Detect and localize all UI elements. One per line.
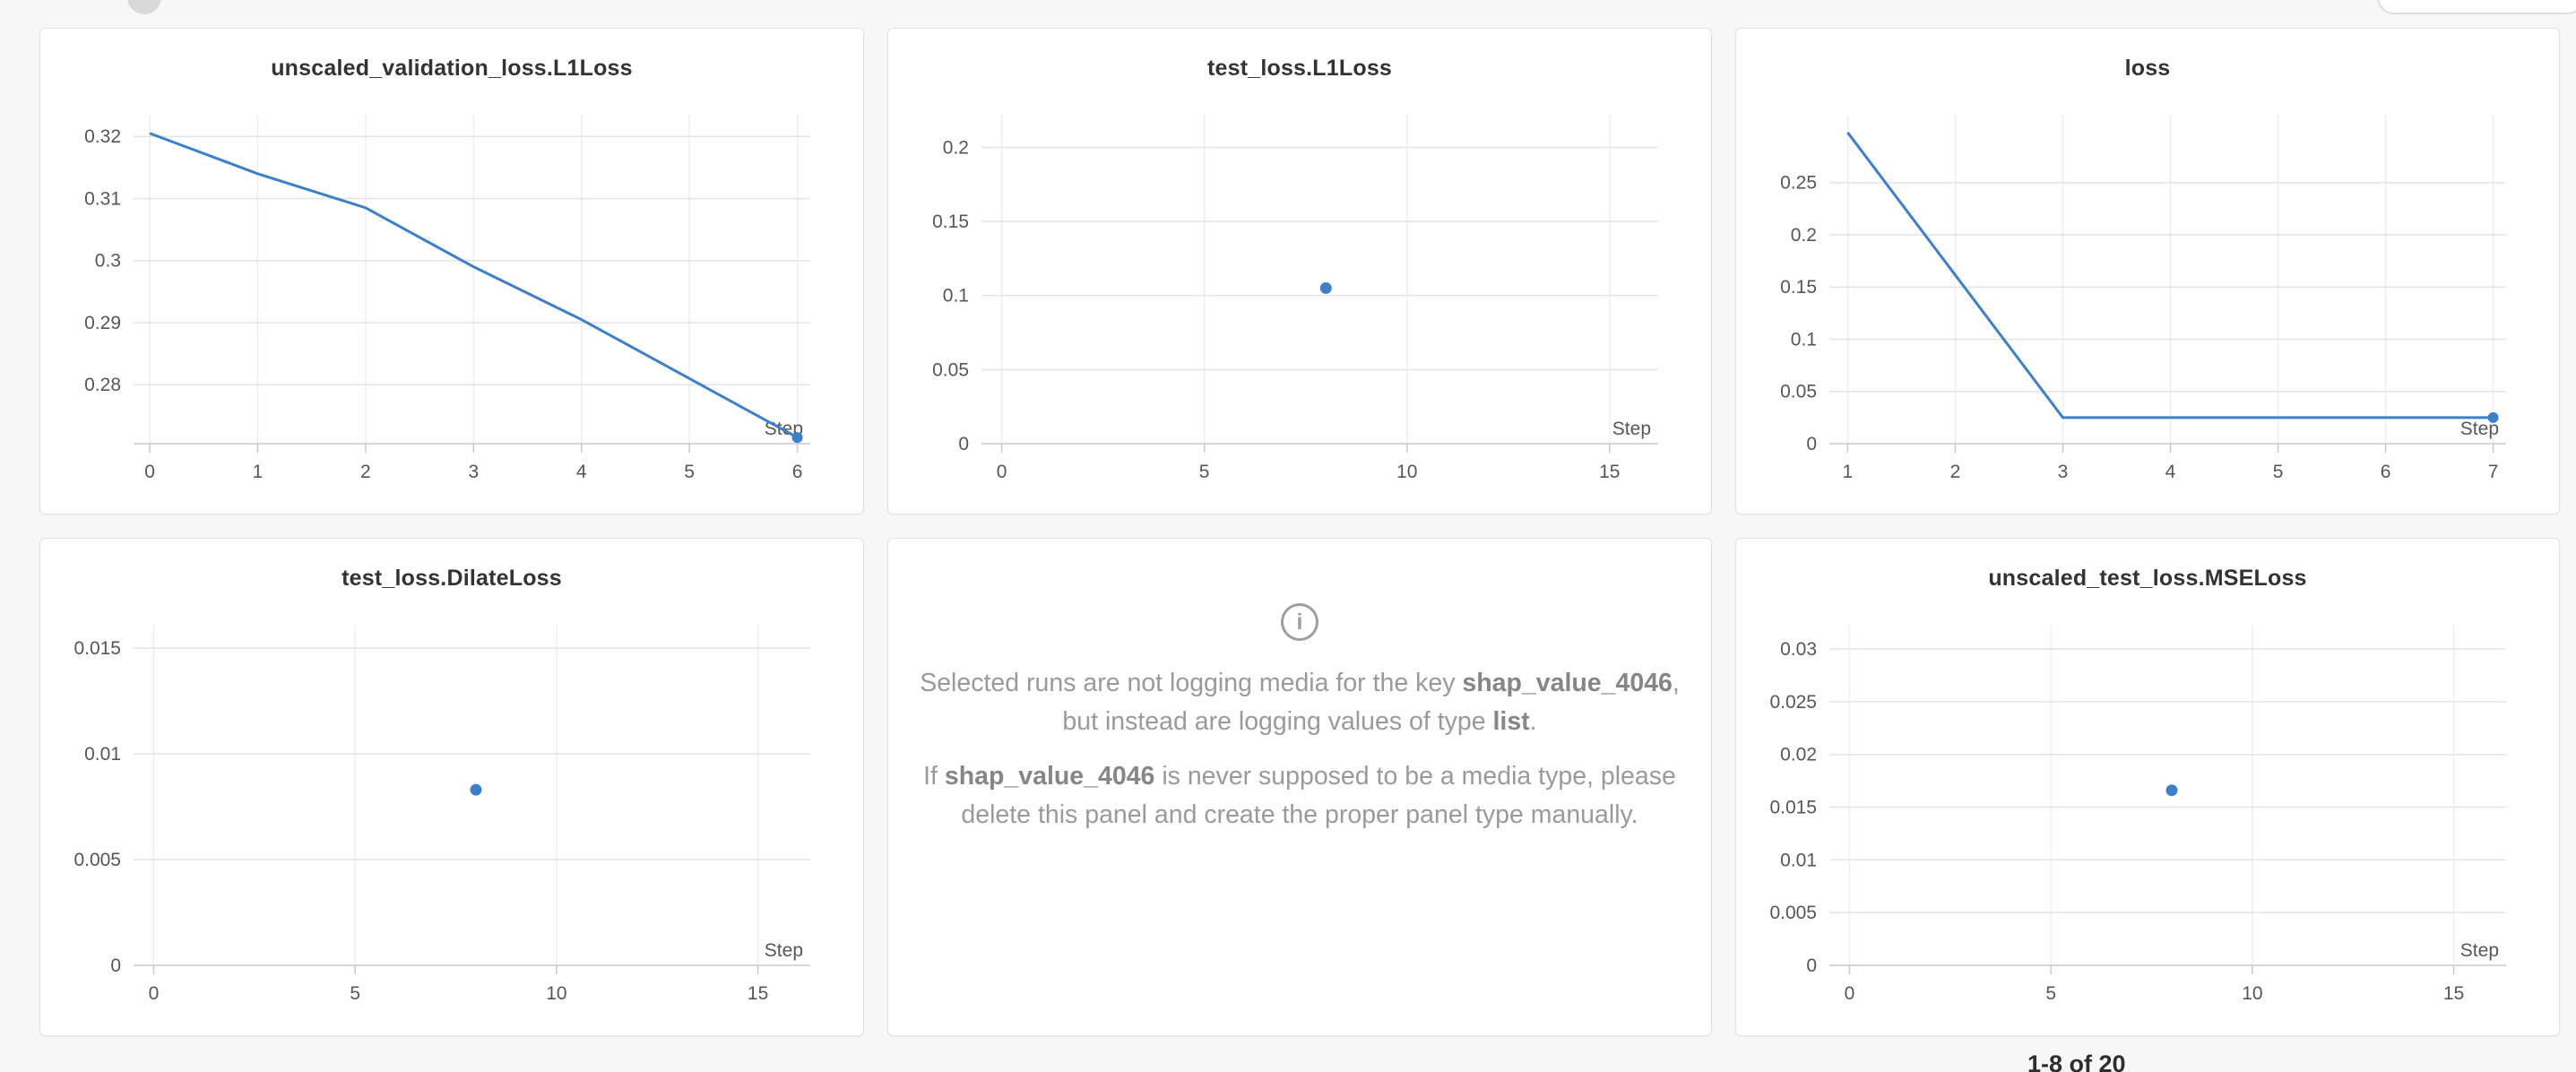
info-icon: i bbox=[1281, 603, 1318, 641]
svg-text:0: 0 bbox=[1845, 983, 1855, 1004]
svg-text:5: 5 bbox=[2273, 462, 2284, 482]
svg-text:10: 10 bbox=[2242, 983, 2262, 1004]
svg-text:5: 5 bbox=[350, 983, 360, 1004]
svg-text:2: 2 bbox=[1950, 462, 1961, 482]
svg-text:0.015: 0.015 bbox=[1769, 798, 1817, 818]
svg-text:15: 15 bbox=[748, 983, 768, 1004]
svg-text:4: 4 bbox=[2165, 462, 2176, 482]
svg-text:0.02: 0.02 bbox=[1780, 745, 1817, 765]
svg-text:0.15: 0.15 bbox=[932, 212, 969, 232]
svg-text:0: 0 bbox=[149, 983, 160, 1004]
svg-text:0.32: 0.32 bbox=[84, 126, 121, 147]
svg-text:Step: Step bbox=[765, 940, 803, 961]
svg-text:3: 3 bbox=[2058, 462, 2069, 482]
chart-plot[interactable]: 0 5 10 15 0 0.005 0.01 0.015 Step bbox=[44, 598, 860, 1030]
svg-text:0.015: 0.015 bbox=[73, 638, 121, 659]
svg-text:0.05: 0.05 bbox=[1780, 382, 1817, 402]
svg-text:0.05: 0.05 bbox=[932, 359, 969, 380]
panel-media-warning[interactable]: i Selected runs are not logging media fo… bbox=[887, 538, 1712, 1036]
svg-text:10: 10 bbox=[546, 983, 566, 1004]
svg-text:3: 3 bbox=[468, 462, 479, 482]
svg-text:1: 1 bbox=[253, 462, 264, 482]
svg-text:0.29: 0.29 bbox=[84, 313, 121, 333]
chart-title: test_loss.L1Loss bbox=[1206, 56, 1393, 81]
chart-title: unscaled_validation_loss.L1Loss bbox=[271, 56, 633, 81]
svg-text:0: 0 bbox=[110, 955, 121, 976]
svg-text:Step: Step bbox=[2460, 940, 2499, 961]
media-warning-text-1: Selected runs are not logging media for … bbox=[920, 669, 1680, 736]
svg-text:5: 5 bbox=[2045, 983, 2056, 1004]
svg-text:0.31: 0.31 bbox=[84, 188, 121, 209]
svg-text:0.01: 0.01 bbox=[1780, 850, 1817, 870]
svg-text:5: 5 bbox=[684, 462, 695, 482]
chart-plot[interactable]: 0 5 10 15 0 0.05 0.1 0.15 0.2 Step bbox=[892, 88, 1707, 508]
svg-text:0.2: 0.2 bbox=[943, 137, 969, 158]
chart-plot[interactable]: 1 2 3 4 5 6 7 0 0.05 0.1 0.15 0.2 0.25 Step bbox=[1740, 88, 2555, 508]
chart-plot[interactable]: 0 1 2 3 4 5 6 0.28 0.29 0.3 0.31 0.32 Step bbox=[44, 88, 860, 508]
chart-title: unscaled_test_loss.MSELoss bbox=[1988, 566, 2307, 591]
panel-pagination: 1-8 of 20 bbox=[2027, 1050, 2126, 1072]
svg-text:0.15: 0.15 bbox=[1780, 277, 1817, 298]
chart-plot[interactable]: 0 5 10 15 0 0.005 0.01 0.015 0.02 0.025 0.03 Step bbox=[1740, 598, 2555, 1030]
panel-unscaled-test-loss-mseloss[interactable]: unscaled_test_loss.MSELoss 0 5 10 15 0 0.005 0… bbox=[1735, 538, 2560, 1036]
svg-text:0.2: 0.2 bbox=[1791, 225, 1817, 246]
svg-text:0.1: 0.1 bbox=[1791, 329, 1817, 350]
chart-title: loss bbox=[2124, 56, 2171, 81]
media-warning-text-2: If shap_value_4046 is never supposed to … bbox=[923, 762, 1676, 829]
svg-text:15: 15 bbox=[2443, 983, 2464, 1004]
panel-test-loss-l1loss[interactable]: test_loss.L1Loss 0 5 10 15 0 0.05 0.1 0.15 0.2 St… bbox=[887, 28, 1712, 514]
svg-text:0: 0 bbox=[958, 434, 969, 454]
info-icon-glyph: i bbox=[1296, 609, 1303, 635]
run-color-dot bbox=[127, 0, 161, 14]
svg-text:5: 5 bbox=[1199, 462, 1210, 482]
svg-text:0.005: 0.005 bbox=[73, 850, 121, 870]
svg-text:10: 10 bbox=[1396, 462, 1417, 482]
svg-text:Step: Step bbox=[2460, 419, 2499, 439]
svg-text:0.25: 0.25 bbox=[1780, 173, 1817, 194]
svg-text:2: 2 bbox=[360, 462, 371, 482]
panel-unscaled-validation-loss-l1loss[interactable]: unscaled_validation_loss.L1Loss 0 1 2 3 4 5 6 0… bbox=[39, 28, 864, 514]
svg-text:0.01: 0.01 bbox=[84, 744, 121, 765]
svg-text:0.28: 0.28 bbox=[84, 375, 121, 395]
svg-text:0.005: 0.005 bbox=[1769, 903, 1817, 923]
svg-text:0.025: 0.025 bbox=[1769, 692, 1817, 713]
svg-text:7: 7 bbox=[2488, 462, 2499, 482]
svg-text:6: 6 bbox=[792, 462, 803, 482]
svg-text:0: 0 bbox=[1806, 955, 1817, 976]
svg-text:0: 0 bbox=[997, 462, 1007, 482]
panel-test-loss-dilateloss[interactable]: test_loss.DilateLoss 0 5 10 15 0 0.005 0.01 0.0… bbox=[39, 538, 864, 1036]
svg-text:4: 4 bbox=[576, 462, 587, 482]
panel-loss[interactable]: loss 1 2 3 4 5 6 7 0 0.05 0.1 0.15 0.2 0.25 Step bbox=[1735, 28, 2560, 514]
panel-grid: unscaled_validation_loss.L1Loss 0 1 2 3 4 5 6 0… bbox=[39, 28, 2560, 1036]
svg-text:0.03: 0.03 bbox=[1780, 639, 1817, 660]
svg-text:Step: Step bbox=[1612, 419, 1651, 439]
svg-text:0.1: 0.1 bbox=[943, 286, 969, 307]
svg-text:0: 0 bbox=[144, 462, 155, 482]
svg-text:0.3: 0.3 bbox=[95, 251, 121, 272]
svg-text:15: 15 bbox=[1599, 462, 1620, 482]
svg-text:0: 0 bbox=[1806, 434, 1817, 454]
svg-text:6: 6 bbox=[2381, 462, 2391, 482]
svg-text:1: 1 bbox=[1843, 462, 1854, 482]
chart-title: test_loss.DilateLoss bbox=[341, 566, 562, 591]
panel-search-control[interactable] bbox=[2377, 0, 2576, 14]
